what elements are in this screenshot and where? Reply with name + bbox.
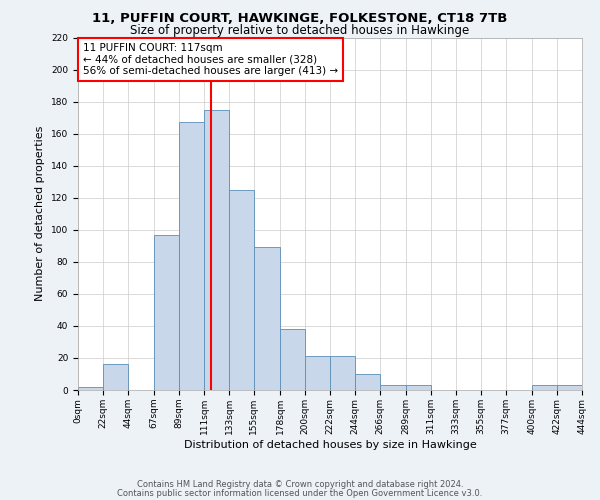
Text: Contains public sector information licensed under the Open Government Licence v3: Contains public sector information licen… [118, 488, 482, 498]
Bar [229, 190, 254, 390]
Bar [254, 248, 280, 390]
Bar [305, 356, 330, 390]
X-axis label: Distribution of detached houses by size in Hawkinge: Distribution of detached houses by size … [184, 440, 476, 450]
Bar [154, 234, 179, 390]
Bar [557, 385, 582, 390]
Text: 11, PUFFIN COURT, HAWKINGE, FOLKESTONE, CT18 7TB: 11, PUFFIN COURT, HAWKINGE, FOLKESTONE, … [92, 12, 508, 26]
Bar [355, 374, 380, 390]
Bar [280, 329, 305, 390]
Bar [204, 110, 229, 390]
Bar [380, 385, 406, 390]
Text: Contains HM Land Registry data © Crown copyright and database right 2024.: Contains HM Land Registry data © Crown c… [137, 480, 463, 489]
Bar [78, 387, 103, 390]
Bar [532, 385, 557, 390]
Text: Size of property relative to detached houses in Hawkinge: Size of property relative to detached ho… [130, 24, 470, 37]
Y-axis label: Number of detached properties: Number of detached properties [35, 126, 46, 302]
Bar [406, 385, 431, 390]
Bar [179, 122, 204, 390]
Bar [103, 364, 128, 390]
Bar [330, 356, 355, 390]
Text: 11 PUFFIN COURT: 117sqm
← 44% of detached houses are smaller (328)
56% of semi-d: 11 PUFFIN COURT: 117sqm ← 44% of detache… [83, 43, 338, 76]
